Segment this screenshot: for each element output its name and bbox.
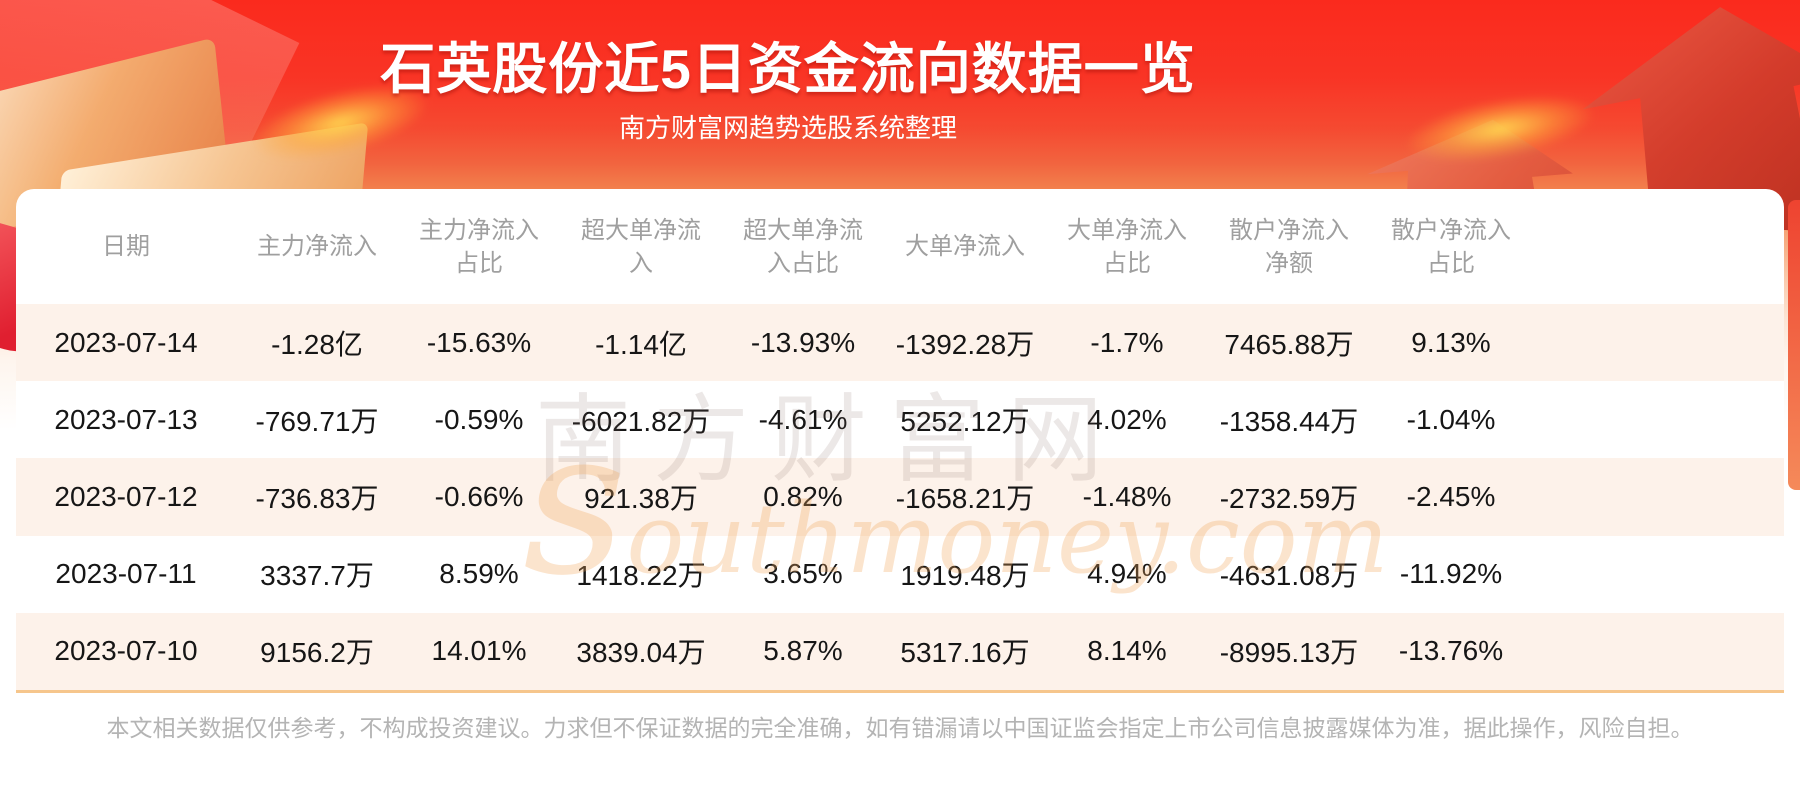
- cell-value: -13.76%: [1398, 635, 1504, 667]
- spacer-cell: [1532, 536, 1784, 613]
- cell-value: 3.65%: [763, 558, 843, 590]
- cell-value: -1.14亿: [595, 328, 687, 360]
- table-row: 2023-07-11 3337.7万 8.59% 1418.22万 3.65% …: [16, 536, 1784, 613]
- table-header-row: 日期 主力净流入 主力净流入占比 超大单净流入 超大单净流入占比 大单净流入 大…: [16, 189, 1784, 304]
- cell-value: 7465.88万: [1224, 328, 1354, 360]
- table-row: 2023-07-10 9156.2万 14.01% 3839.04万 5.87%…: [16, 612, 1784, 690]
- cell-value: 9156.2万: [260, 637, 374, 669]
- cell-value: 3839.04万: [576, 637, 706, 669]
- cell-value: -1.28亿: [271, 328, 363, 360]
- cell-value: 1418.22万: [576, 560, 706, 592]
- cell-value: -2732.59万: [1219, 482, 1359, 514]
- cell-date: 2023-07-13: [54, 403, 198, 435]
- cell-date: 2023-07-11: [55, 558, 197, 590]
- cell-value: -13.93%: [750, 326, 856, 358]
- cell-value: 1919.48万: [900, 560, 1030, 592]
- cell-value: 8.59%: [439, 558, 519, 590]
- cell-date: 2023-07-12: [54, 480, 198, 512]
- column-header-main-net-inflow: 主力净流入: [257, 233, 377, 260]
- cell-value: 14.01%: [431, 635, 527, 667]
- spacer-cell: [1532, 458, 1784, 535]
- spacer-cell: [1532, 381, 1784, 458]
- cell-value: -0.59%: [434, 403, 524, 435]
- column-header-main-net-inflow-ratio: 主力净流入占比: [419, 216, 539, 277]
- cell-value: -4.61%: [758, 403, 848, 435]
- cell-value: -2.45%: [1406, 480, 1496, 512]
- cell-value: 8.14%: [1087, 635, 1167, 667]
- cell-value: 921.38万: [584, 482, 698, 514]
- cell-value: -11.92%: [1399, 558, 1503, 590]
- spacer-cell: [1532, 189, 1784, 304]
- fund-flow-table-card: 日期 主力净流入 主力净流入占比 超大单净流入 超大单净流入占比 大单净流入 大…: [16, 189, 1784, 693]
- cell-value: -1358.44万: [1219, 405, 1359, 437]
- cell-value: -1392.28万: [895, 328, 1035, 360]
- column-header-date: 日期: [102, 233, 150, 260]
- spacer-cell: [1532, 613, 1784, 690]
- table-row: 2023-07-13 -769.71万 -0.59% -6021.82万 -4.…: [16, 381, 1784, 458]
- cell-value: -1658.21万: [895, 482, 1035, 514]
- column-header-retail-net-inflow-ratio: 散户净流入占比: [1391, 216, 1511, 277]
- cell-value: 9.13%: [1411, 326, 1491, 358]
- red-edge-decoration-icon: [1788, 200, 1800, 490]
- cell-value: -15.63%: [426, 326, 532, 358]
- cell-value: -1.04%: [1406, 403, 1496, 435]
- cell-value: -1.7%: [1090, 326, 1164, 358]
- page-title: 石英股份近5日资金流向数据一览: [380, 38, 1196, 100]
- cell-value: -769.71万: [255, 405, 379, 437]
- cell-value: -6021.82万: [571, 405, 711, 437]
- cell-value: 4.94%: [1087, 558, 1167, 590]
- cell-value: 5317.16万: [900, 637, 1030, 669]
- column-header-xl-order-net-inflow-ratio: 超大单净流入占比: [743, 216, 863, 277]
- column-header-xl-order-net-inflow: 超大单净流入: [581, 216, 701, 277]
- cell-value: -4631.08万: [1219, 560, 1359, 592]
- cell-value: -736.83万: [255, 482, 379, 514]
- cell-value: -8995.13万: [1219, 637, 1359, 669]
- column-header-large-order-net-inflow-ratio: 大单净流入占比: [1067, 216, 1187, 277]
- cell-date: 2023-07-14: [54, 326, 198, 358]
- cell-value: -0.66%: [434, 480, 524, 512]
- page-subtitle: 南方财富网趋势选股系统整理: [618, 113, 958, 143]
- cell-value: 5252.12万: [900, 405, 1030, 437]
- cell-value: 3337.7万: [260, 560, 374, 592]
- cell-value: -1.48%: [1082, 480, 1172, 512]
- table-row: 2023-07-12 -736.83万 -0.66% 921.38万 0.82%…: [16, 458, 1784, 536]
- cell-date: 2023-07-10: [54, 635, 198, 667]
- cell-value: 5.87%: [763, 635, 843, 667]
- disclaimer-text: 本文相关数据仅供参考，不构成投资建议。力求但不保证数据的完全准确，如有错漏请以中…: [106, 715, 1694, 741]
- cell-value: 0.82%: [763, 480, 843, 512]
- spacer-cell: [1532, 304, 1784, 381]
- table-row: 2023-07-14 -1.28亿 -15.63% -1.14亿 -13.93%…: [16, 304, 1784, 382]
- column-header-retail-net-inflow: 散户净流入净额: [1229, 216, 1349, 277]
- fund-flow-table: 日期 主力净流入 主力净流入占比 超大单净流入 超大单净流入占比 大单净流入 大…: [16, 189, 1784, 690]
- column-header-large-order-net-inflow: 大单净流入: [905, 233, 1025, 260]
- cell-value: 4.02%: [1087, 403, 1167, 435]
